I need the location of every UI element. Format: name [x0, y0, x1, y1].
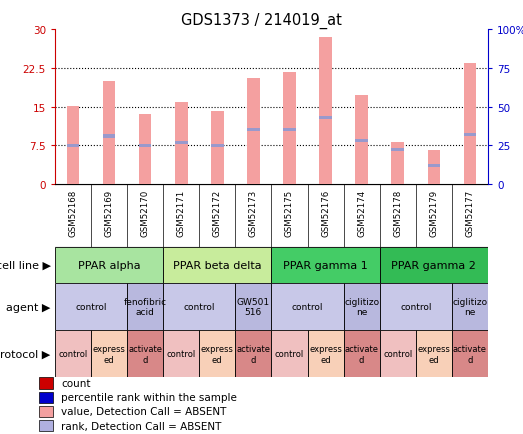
Bar	[463, 64, 476, 184]
Bar	[175, 141, 188, 145]
Text: GSM52178: GSM52178	[393, 190, 402, 237]
Bar	[380, 283, 452, 331]
Bar	[127, 331, 163, 378]
Bar	[103, 135, 116, 138]
Text: express
ed: express ed	[309, 345, 342, 364]
Text: activate
d: activate d	[345, 345, 379, 364]
Bar	[163, 331, 199, 378]
Bar	[380, 247, 488, 283]
Text: GSM52171: GSM52171	[177, 190, 186, 237]
Bar	[271, 283, 344, 331]
Text: GSM52175: GSM52175	[285, 190, 294, 237]
Text: GSM52169: GSM52169	[105, 190, 113, 237]
Bar	[283, 72, 296, 184]
Text: PPAR alpha: PPAR alpha	[78, 260, 140, 270]
Bar	[139, 145, 152, 148]
Bar	[319, 117, 332, 120]
Text: PPAR beta delta: PPAR beta delta	[173, 260, 262, 270]
Text: activate
d: activate d	[128, 345, 162, 364]
Text: control: control	[292, 302, 323, 311]
Bar	[39, 378, 53, 389]
Text: control: control	[383, 350, 412, 358]
Bar	[55, 247, 163, 283]
Bar	[235, 331, 271, 378]
Text: GDS1373 / 214019_at: GDS1373 / 214019_at	[181, 13, 342, 29]
Text: count: count	[61, 378, 90, 388]
Bar	[139, 115, 152, 184]
Bar	[344, 331, 380, 378]
Bar	[66, 106, 79, 184]
Bar	[199, 331, 235, 378]
Bar	[271, 247, 380, 283]
Text: rank, Detection Call = ABSENT: rank, Detection Call = ABSENT	[61, 421, 222, 431]
Text: express
ed: express ed	[417, 345, 450, 364]
Bar	[55, 331, 91, 378]
Bar	[163, 283, 235, 331]
Text: GSM52170: GSM52170	[141, 190, 150, 237]
Bar	[391, 142, 404, 184]
Bar	[247, 129, 260, 132]
Bar	[355, 140, 368, 143]
Bar	[55, 283, 127, 331]
Bar	[91, 331, 127, 378]
Bar	[463, 134, 476, 137]
Text: GSM52179: GSM52179	[429, 190, 438, 237]
Bar	[39, 406, 53, 417]
Bar	[391, 149, 404, 152]
Bar	[380, 331, 416, 378]
Text: ciglitizo
ne: ciglitizo ne	[344, 297, 379, 316]
Text: GSM52176: GSM52176	[321, 190, 330, 237]
Text: control: control	[184, 302, 215, 311]
Bar	[283, 129, 296, 132]
Text: control: control	[75, 302, 107, 311]
Bar	[271, 331, 308, 378]
Bar	[452, 331, 488, 378]
Bar	[247, 79, 260, 184]
Text: control: control	[59, 350, 87, 358]
Bar	[39, 420, 53, 431]
Text: value, Detection Call = ABSENT: value, Detection Call = ABSENT	[61, 407, 226, 416]
Text: cell line ▶: cell line ▶	[0, 260, 51, 270]
Text: agent ▶: agent ▶	[6, 302, 51, 312]
Text: GSM52174: GSM52174	[357, 190, 366, 237]
Bar	[103, 82, 116, 184]
Bar	[319, 38, 332, 184]
Text: activate
d: activate d	[453, 345, 487, 364]
Text: activate
d: activate d	[236, 345, 270, 364]
Bar	[308, 331, 344, 378]
Text: control: control	[400, 302, 431, 311]
Text: express
ed: express ed	[201, 345, 234, 364]
Text: ciglitizo
ne: ciglitizo ne	[452, 297, 487, 316]
Text: GSM52173: GSM52173	[249, 190, 258, 237]
Text: protocol ▶: protocol ▶	[0, 349, 51, 359]
Bar	[175, 102, 188, 184]
Bar	[163, 247, 271, 283]
Text: GW501
516: GW501 516	[237, 297, 270, 316]
Text: GSM52177: GSM52177	[465, 190, 474, 237]
Bar	[344, 283, 380, 331]
Text: fenofibric
acid: fenofibric acid	[123, 297, 167, 316]
Text: GSM52172: GSM52172	[213, 190, 222, 237]
Text: percentile rank within the sample: percentile rank within the sample	[61, 392, 237, 402]
Bar	[452, 283, 488, 331]
Text: control: control	[275, 350, 304, 358]
Bar	[427, 164, 440, 168]
Bar	[235, 283, 271, 331]
Bar	[66, 145, 79, 148]
Text: PPAR gamma 1: PPAR gamma 1	[283, 260, 368, 270]
Text: PPAR gamma 2: PPAR gamma 2	[391, 260, 476, 270]
Bar	[355, 96, 368, 184]
Bar	[39, 391, 53, 403]
Bar	[211, 145, 224, 148]
Text: GSM52168: GSM52168	[69, 190, 77, 237]
Text: express
ed: express ed	[93, 345, 126, 364]
Bar	[427, 151, 440, 184]
Bar	[211, 112, 224, 184]
Text: control: control	[167, 350, 196, 358]
Bar	[127, 283, 163, 331]
Bar	[416, 331, 452, 378]
